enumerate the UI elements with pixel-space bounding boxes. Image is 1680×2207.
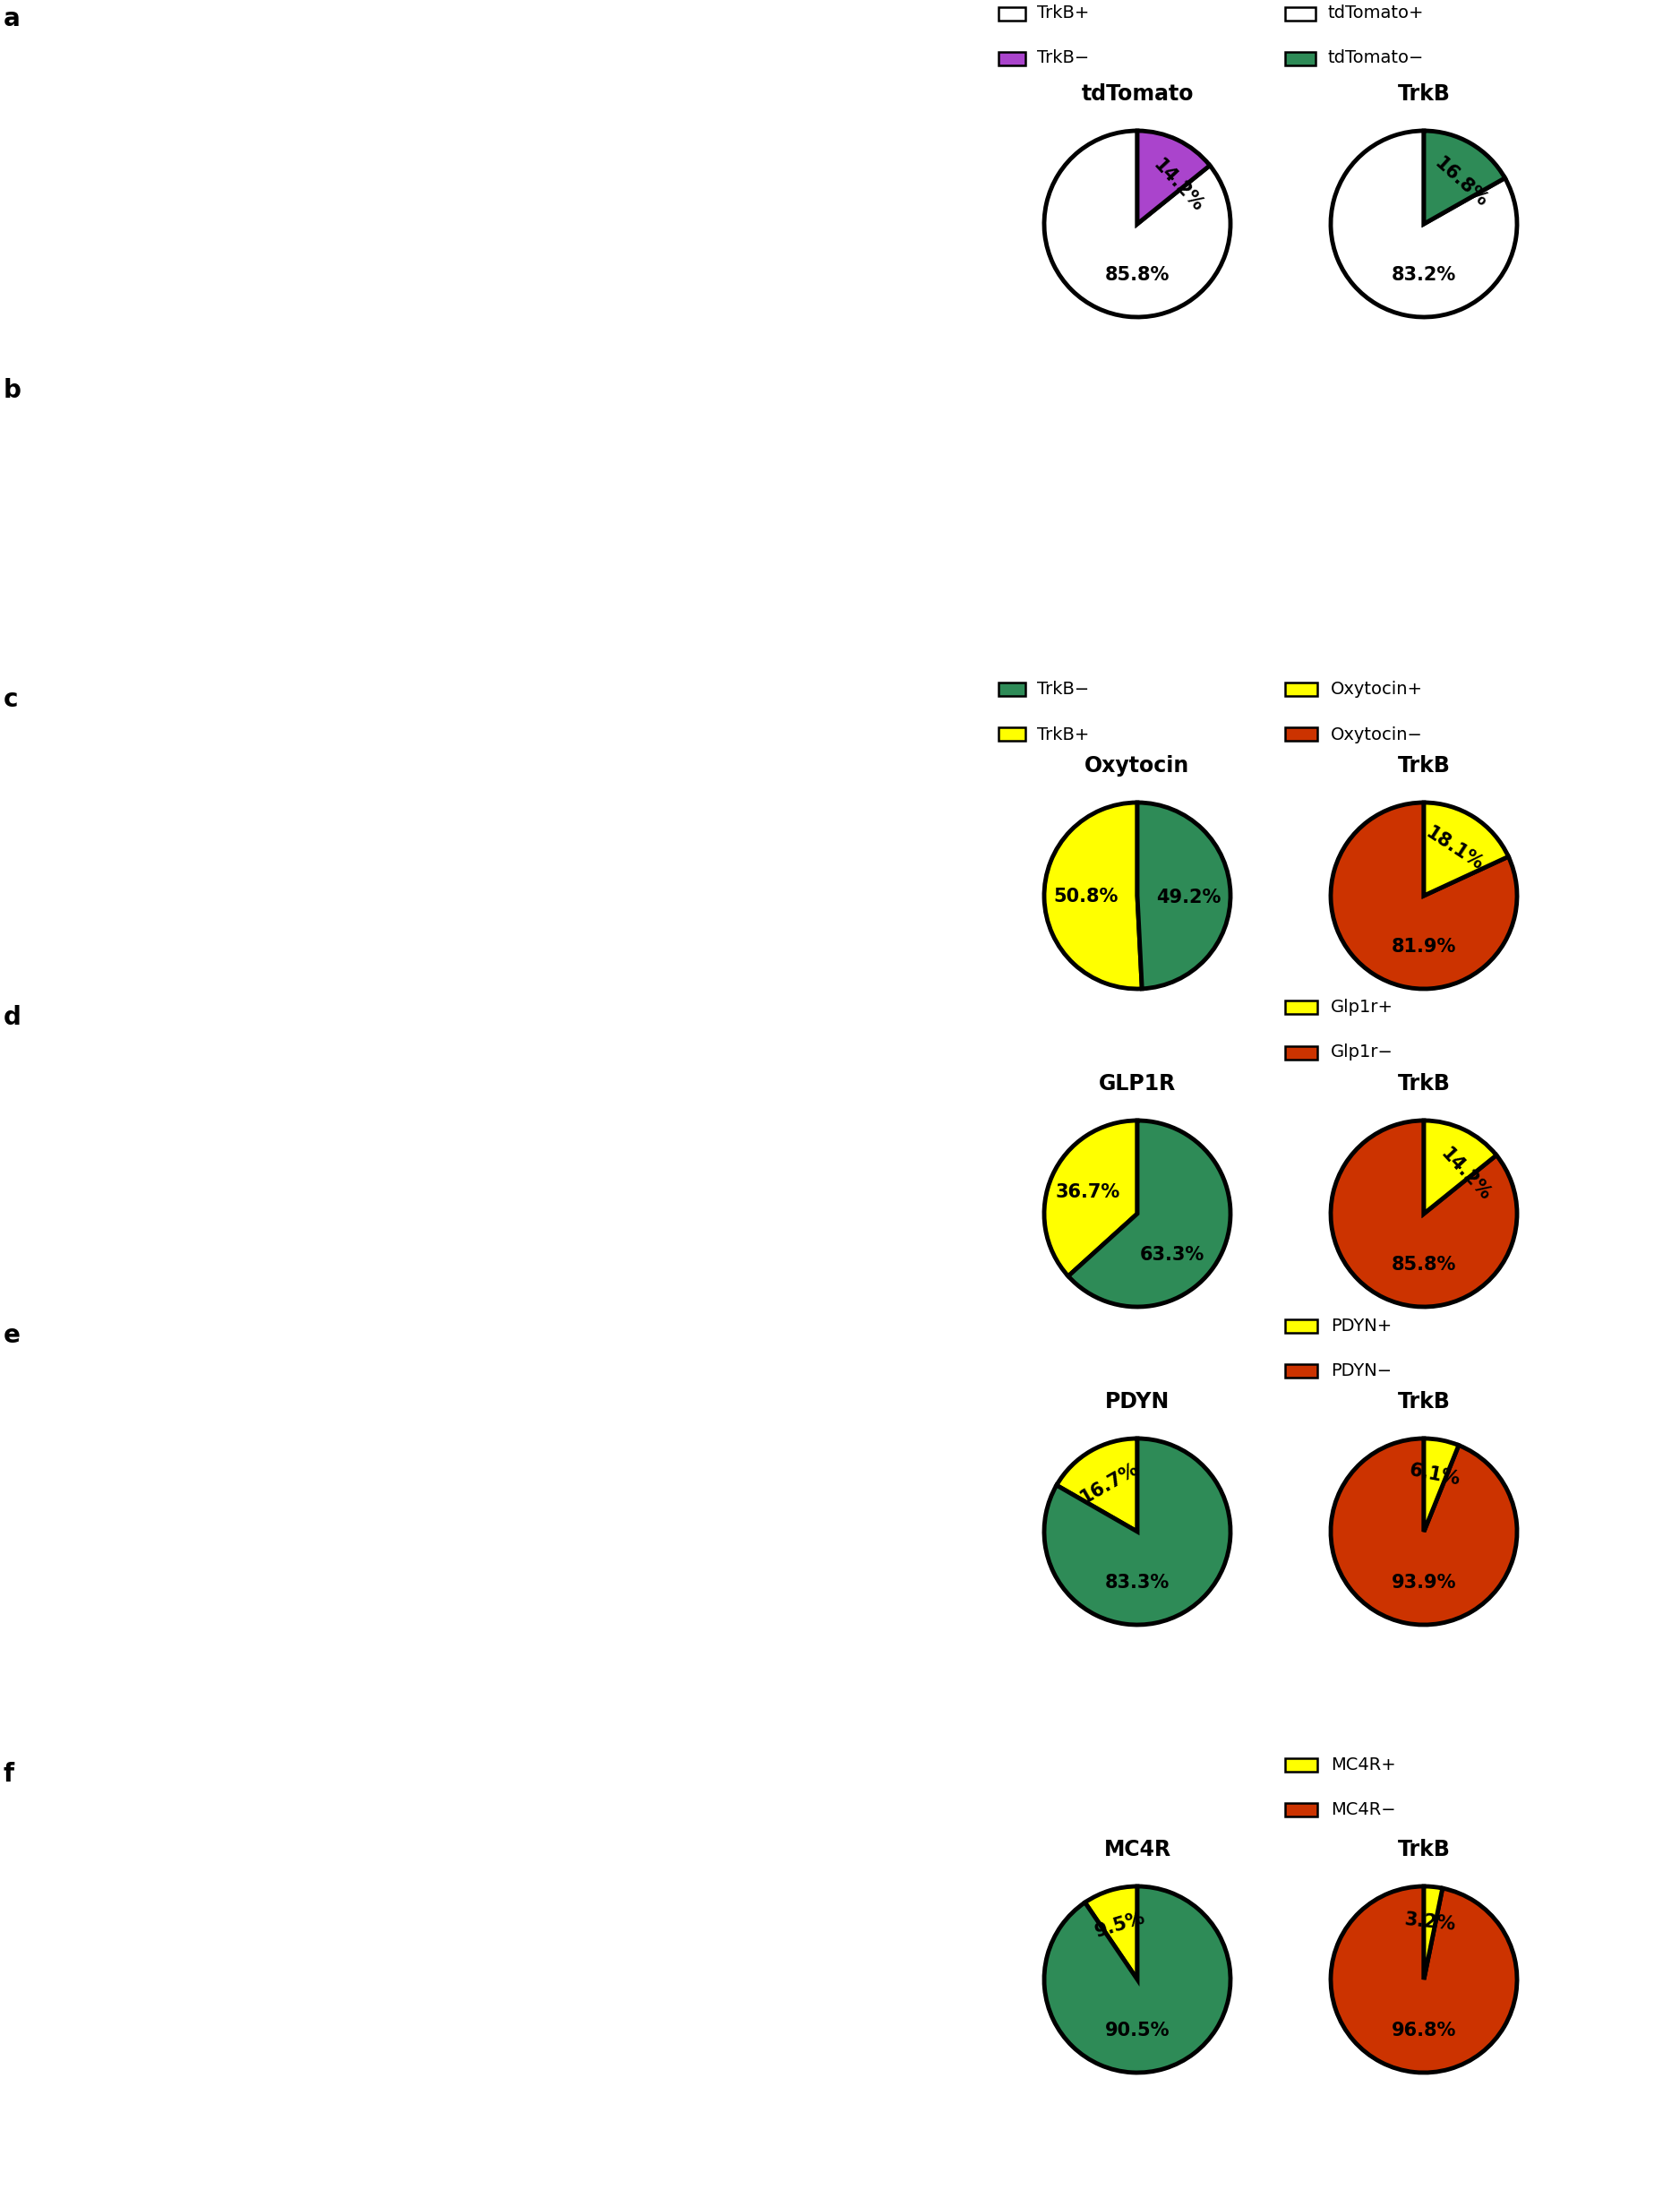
Title: TrkB: TrkB (1398, 84, 1450, 104)
Wedge shape (1331, 130, 1517, 318)
Wedge shape (1045, 1887, 1230, 2072)
Text: 36.7%: 36.7% (1055, 1183, 1121, 1201)
FancyBboxPatch shape (998, 7, 1025, 20)
Text: MC4R−: MC4R− (1331, 1801, 1396, 1819)
FancyBboxPatch shape (998, 51, 1025, 64)
FancyBboxPatch shape (1285, 1364, 1317, 1377)
Text: 16.8%: 16.8% (1431, 154, 1492, 210)
FancyBboxPatch shape (1285, 1757, 1317, 1772)
Title: TrkB: TrkB (1398, 1073, 1450, 1095)
Wedge shape (1425, 130, 1505, 223)
Title: TrkB: TrkB (1398, 755, 1450, 777)
Text: 3.2%: 3.2% (1403, 1911, 1457, 1933)
Title: tdTomato: tdTomato (1082, 84, 1193, 104)
FancyBboxPatch shape (998, 728, 1025, 742)
Title: TrkB: TrkB (1398, 1390, 1450, 1412)
Text: 6.1%: 6.1% (1408, 1461, 1462, 1490)
Text: 49.2%: 49.2% (1156, 889, 1221, 907)
Wedge shape (1068, 1121, 1230, 1307)
Text: d: d (3, 1006, 22, 1031)
Text: 93.9%: 93.9% (1391, 1574, 1457, 1591)
FancyBboxPatch shape (1285, 728, 1317, 742)
Wedge shape (1425, 1887, 1443, 1980)
FancyBboxPatch shape (1285, 7, 1315, 20)
Text: tdTomato+: tdTomato+ (1327, 4, 1425, 22)
Wedge shape (1045, 803, 1142, 989)
FancyBboxPatch shape (998, 682, 1025, 697)
FancyBboxPatch shape (1285, 1002, 1317, 1015)
Wedge shape (1425, 1121, 1497, 1214)
Text: 14.2%: 14.2% (1438, 1145, 1495, 1205)
Wedge shape (1057, 1439, 1137, 1532)
Text: MC4R+: MC4R+ (1331, 1757, 1396, 1772)
Text: 14.2%: 14.2% (1149, 157, 1206, 216)
Text: 83.3%: 83.3% (1105, 1574, 1169, 1591)
Text: 63.3%: 63.3% (1139, 1247, 1205, 1265)
Text: b: b (3, 377, 22, 404)
Text: 85.8%: 85.8% (1391, 1256, 1457, 1273)
FancyBboxPatch shape (1285, 51, 1315, 64)
Wedge shape (1331, 803, 1517, 989)
Wedge shape (1045, 1439, 1230, 1624)
Wedge shape (1137, 803, 1230, 989)
Text: TrkB−: TrkB− (1037, 682, 1089, 697)
Text: 96.8%: 96.8% (1391, 2022, 1457, 2039)
Wedge shape (1085, 1887, 1137, 1980)
FancyBboxPatch shape (1285, 1803, 1317, 1816)
Text: 18.1%: 18.1% (1423, 823, 1487, 874)
FancyBboxPatch shape (1285, 1046, 1317, 1059)
Text: TrkB−: TrkB− (1037, 51, 1089, 66)
Text: 81.9%: 81.9% (1391, 938, 1457, 956)
Text: 50.8%: 50.8% (1053, 887, 1119, 905)
Text: f: f (3, 1761, 13, 1788)
Wedge shape (1425, 803, 1509, 896)
Text: Oxytocin+: Oxytocin+ (1331, 682, 1423, 697)
Title: Oxytocin: Oxytocin (1085, 755, 1189, 777)
Wedge shape (1331, 1439, 1517, 1624)
Text: TrkB+: TrkB+ (1037, 4, 1089, 22)
Wedge shape (1137, 130, 1210, 223)
Wedge shape (1331, 1121, 1517, 1307)
Text: e: e (3, 1324, 20, 1348)
Text: Glp1r−: Glp1r− (1331, 1044, 1393, 1062)
Text: 16.7%: 16.7% (1077, 1459, 1142, 1507)
Text: Glp1r+: Glp1r+ (1331, 1000, 1393, 1015)
Wedge shape (1331, 1887, 1517, 2072)
Text: PDYN+: PDYN+ (1331, 1318, 1391, 1335)
Wedge shape (1425, 1439, 1458, 1532)
FancyBboxPatch shape (1285, 682, 1317, 697)
Text: TrkB+: TrkB+ (1037, 726, 1089, 744)
Text: 83.2%: 83.2% (1391, 267, 1457, 285)
FancyBboxPatch shape (1285, 1320, 1317, 1333)
Title: PDYN: PDYN (1105, 1390, 1169, 1412)
Text: a: a (3, 7, 20, 31)
Title: TrkB: TrkB (1398, 1838, 1450, 1861)
Text: Oxytocin−: Oxytocin− (1331, 726, 1423, 744)
Text: PDYN−: PDYN− (1331, 1362, 1391, 1379)
Text: 9.5%: 9.5% (1094, 1909, 1147, 1940)
Title: GLP1R: GLP1R (1099, 1073, 1176, 1095)
Text: 90.5%: 90.5% (1105, 2022, 1169, 2039)
Text: c: c (3, 686, 18, 713)
Text: tdTomato−: tdTomato− (1327, 51, 1425, 66)
Text: 85.8%: 85.8% (1105, 267, 1169, 285)
Wedge shape (1045, 130, 1230, 318)
Title: MC4R: MC4R (1104, 1838, 1171, 1861)
Wedge shape (1045, 1121, 1137, 1276)
